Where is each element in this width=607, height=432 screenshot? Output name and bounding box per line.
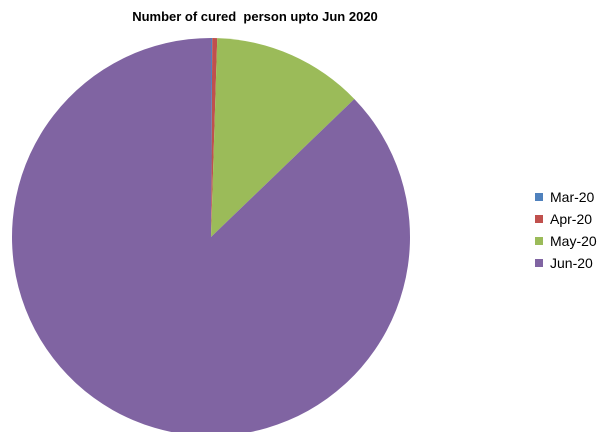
legend-label-mar-20: Mar-20	[550, 189, 595, 205]
legend-item-apr-20: Apr-20	[535, 208, 597, 230]
chart-title: Number of cured person upto Jun 2020	[132, 9, 378, 24]
legend-swatch-mar-20	[535, 193, 543, 201]
pie-slice-mar-20	[211, 38, 213, 237]
pie-slice-may-20	[211, 38, 355, 238]
legend-label-may-20: May-20	[550, 233, 597, 249]
legend-label-apr-20: Apr-20	[550, 211, 593, 227]
legend-swatch-may-20	[535, 237, 543, 245]
legend-swatch-jun-20	[535, 259, 543, 267]
pie-slices	[12, 38, 410, 432]
pie-slice-jun-20	[12, 38, 410, 432]
pie-slice-apr-20	[211, 38, 218, 237]
legend-item-mar-20: Mar-20	[535, 186, 597, 208]
legend-item-jun-20: Jun-20	[535, 252, 597, 274]
legend-label-jun-20: Jun-20	[550, 255, 593, 271]
legend-item-may-20: May-20	[535, 230, 597, 252]
chart-legend: Mar-20 Apr-20 May-20 Jun-20	[535, 186, 597, 274]
legend-swatch-apr-20	[535, 215, 543, 223]
